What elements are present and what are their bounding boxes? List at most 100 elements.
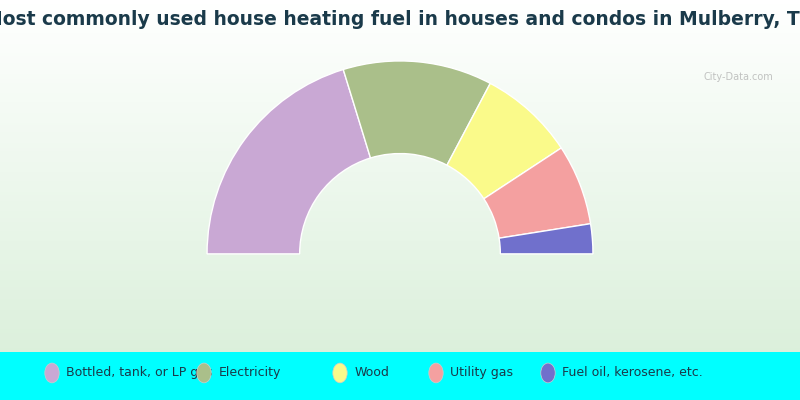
Bar xyxy=(0,274,800,276)
Bar xyxy=(0,95,800,97)
Bar xyxy=(0,201,800,202)
Bar xyxy=(0,39,800,40)
Bar xyxy=(0,78,800,79)
Bar xyxy=(0,151,800,153)
Bar xyxy=(0,318,800,320)
Bar xyxy=(0,246,800,248)
Bar xyxy=(0,268,800,269)
Bar xyxy=(0,206,800,208)
Bar xyxy=(0,234,800,236)
Bar xyxy=(0,250,800,252)
Bar xyxy=(0,139,800,141)
Bar xyxy=(0,128,800,130)
Bar xyxy=(0,248,800,250)
Bar xyxy=(0,210,800,211)
Bar xyxy=(0,171,800,172)
Bar xyxy=(0,34,800,35)
Bar xyxy=(0,153,800,155)
Bar xyxy=(0,150,800,151)
Bar xyxy=(0,123,800,125)
Bar xyxy=(0,296,800,298)
Bar xyxy=(0,16,800,18)
Bar xyxy=(0,204,800,206)
Bar xyxy=(0,144,800,146)
Bar xyxy=(0,67,800,69)
Bar xyxy=(0,303,800,304)
Bar xyxy=(0,93,800,95)
Bar xyxy=(0,84,800,86)
Bar xyxy=(0,134,800,136)
Bar xyxy=(0,19,800,21)
Bar xyxy=(0,317,800,318)
Bar xyxy=(0,58,800,60)
Bar xyxy=(0,350,800,352)
Bar xyxy=(0,216,800,218)
Bar xyxy=(0,257,800,259)
Bar xyxy=(0,97,800,98)
Bar xyxy=(0,79,800,81)
Bar xyxy=(0,53,800,54)
Bar xyxy=(0,229,800,230)
Bar xyxy=(0,23,800,25)
Bar xyxy=(0,183,800,185)
Bar xyxy=(0,262,800,264)
Bar xyxy=(0,18,800,19)
Bar xyxy=(0,195,800,197)
Bar xyxy=(0,197,800,199)
Bar xyxy=(0,340,800,342)
Ellipse shape xyxy=(333,363,347,383)
Bar xyxy=(0,118,800,120)
Bar xyxy=(0,230,800,232)
Bar xyxy=(0,157,800,158)
Bar xyxy=(0,21,800,23)
Bar xyxy=(0,312,800,313)
Bar xyxy=(0,40,800,42)
Ellipse shape xyxy=(45,363,59,383)
Bar xyxy=(0,211,800,213)
Bar xyxy=(0,88,800,90)
Bar xyxy=(0,83,800,84)
Text: Wood: Wood xyxy=(354,366,390,380)
Bar xyxy=(0,333,800,334)
Bar xyxy=(0,215,800,216)
Bar xyxy=(0,158,800,160)
Bar xyxy=(0,10,800,12)
Bar xyxy=(0,245,800,246)
Bar xyxy=(0,54,800,56)
Bar xyxy=(0,292,800,294)
Bar xyxy=(0,142,800,144)
Bar xyxy=(0,287,800,289)
Bar xyxy=(0,51,800,53)
Bar xyxy=(0,185,800,186)
Bar xyxy=(0,188,800,190)
Bar xyxy=(0,102,800,104)
Bar xyxy=(0,120,800,122)
Bar xyxy=(0,208,800,210)
Bar xyxy=(0,334,800,336)
Bar xyxy=(0,65,800,67)
Bar xyxy=(0,343,800,345)
Bar xyxy=(0,146,800,148)
Bar xyxy=(0,42,800,44)
Bar xyxy=(0,238,800,239)
Bar xyxy=(0,63,800,65)
Bar xyxy=(0,127,800,128)
Bar xyxy=(0,194,800,195)
Bar xyxy=(0,241,800,243)
Bar xyxy=(0,32,800,34)
Bar xyxy=(0,174,800,176)
Bar xyxy=(0,345,800,347)
Bar xyxy=(0,26,800,28)
Bar xyxy=(0,190,800,192)
Bar xyxy=(0,192,800,194)
Bar xyxy=(0,178,800,180)
Bar xyxy=(0,239,800,241)
Text: Most commonly used house heating fuel in houses and condos in Mulberry, TN: Most commonly used house heating fuel in… xyxy=(0,10,800,29)
Bar xyxy=(0,320,800,322)
Bar xyxy=(0,125,800,127)
Bar xyxy=(0,326,800,327)
Bar xyxy=(0,327,800,329)
Bar xyxy=(0,167,800,169)
Wedge shape xyxy=(447,83,562,199)
Bar xyxy=(0,283,800,285)
